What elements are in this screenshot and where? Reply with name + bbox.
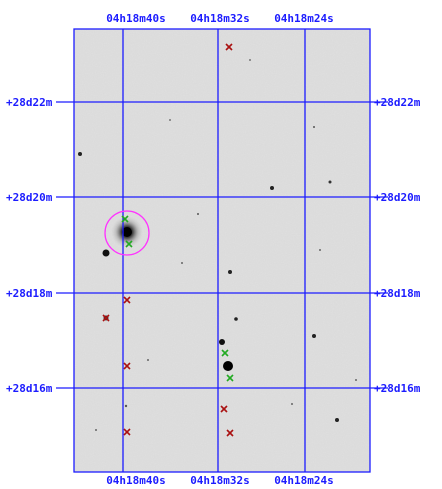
star bbox=[291, 403, 293, 405]
star bbox=[328, 180, 332, 184]
star bbox=[95, 429, 97, 431]
dec-label-left: +28d22m bbox=[6, 96, 53, 109]
star bbox=[181, 262, 183, 264]
star bbox=[234, 317, 238, 321]
star bbox=[335, 418, 339, 422]
red-x-marker bbox=[123, 428, 131, 436]
ra-label-bottom: 04h18m32s bbox=[190, 474, 250, 487]
dec-label-right: +28d22m bbox=[374, 96, 421, 109]
dec-label-left: +28d20m bbox=[6, 191, 53, 204]
ra-label-top: 04h18m32s bbox=[190, 12, 250, 25]
star bbox=[312, 334, 316, 338]
star bbox=[270, 186, 274, 190]
red-x-marker bbox=[220, 405, 228, 413]
ra-label-bottom: 04h18m24s bbox=[274, 474, 334, 487]
dec-label-left: +28d18m bbox=[6, 287, 53, 300]
star bbox=[355, 379, 357, 381]
dec-label-right: +28d16m bbox=[374, 382, 421, 395]
star bbox=[319, 249, 321, 251]
ra-label-top: 04h18m40s bbox=[106, 12, 166, 25]
star bbox=[249, 59, 251, 61]
green-x-marker bbox=[125, 240, 133, 248]
star bbox=[219, 339, 225, 345]
red-x-marker bbox=[226, 429, 234, 437]
red-x-marker bbox=[123, 362, 131, 370]
star bbox=[228, 270, 232, 274]
star bbox=[313, 126, 315, 128]
red-x-marker bbox=[102, 314, 110, 322]
ra-label-top: 04h18m24s bbox=[274, 12, 334, 25]
star bbox=[124, 404, 128, 408]
star bbox=[102, 249, 110, 257]
star bbox=[78, 152, 82, 156]
star bbox=[223, 361, 233, 371]
red-x-marker bbox=[123, 296, 131, 304]
green-x-marker bbox=[121, 215, 129, 223]
dec-label-right: +28d18m bbox=[374, 287, 421, 300]
red-x-marker bbox=[225, 43, 233, 51]
sky-noise bbox=[74, 29, 370, 472]
grid-frame bbox=[73, 28, 371, 473]
red-markers bbox=[102, 43, 234, 437]
star bbox=[147, 359, 149, 361]
star bbox=[169, 119, 171, 121]
star bbox=[122, 227, 132, 237]
star-field bbox=[78, 59, 357, 431]
dec-label-right: +28d20m bbox=[374, 191, 421, 204]
dec-label-left: +28d16m bbox=[6, 382, 53, 395]
target-circle bbox=[104, 210, 150, 256]
green-x-marker bbox=[221, 349, 229, 357]
coordinate-grid bbox=[56, 28, 388, 473]
star bbox=[197, 213, 199, 215]
ra-label-bottom: 04h18m40s bbox=[106, 474, 166, 487]
green-x-marker bbox=[226, 374, 234, 382]
green-markers bbox=[121, 215, 234, 382]
